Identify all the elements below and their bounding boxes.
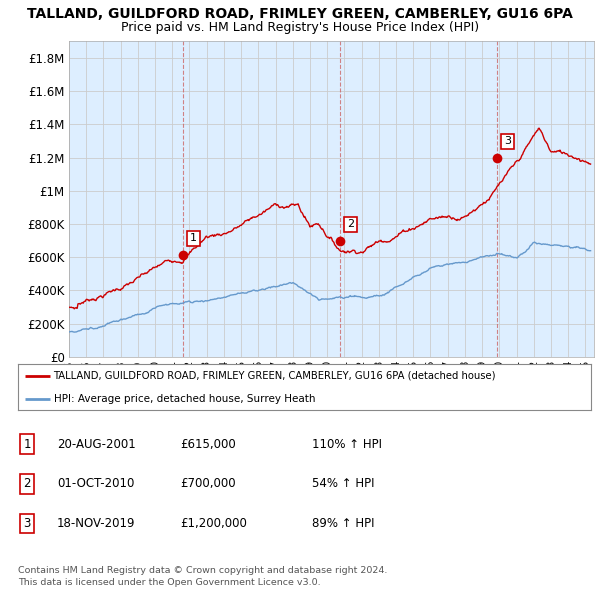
Text: £1,200,000: £1,200,000	[180, 517, 247, 530]
Text: 3: 3	[23, 517, 31, 530]
Text: 18-NOV-2019: 18-NOV-2019	[57, 517, 136, 530]
Text: £700,000: £700,000	[180, 477, 236, 490]
Text: TALLAND, GUILDFORD ROAD, FRIMLEY GREEN, CAMBERLEY, GU16 6PA: TALLAND, GUILDFORD ROAD, FRIMLEY GREEN, …	[27, 7, 573, 21]
Text: 89% ↑ HPI: 89% ↑ HPI	[312, 517, 374, 530]
Text: Price paid vs. HM Land Registry's House Price Index (HPI): Price paid vs. HM Land Registry's House …	[121, 21, 479, 34]
Text: HPI: Average price, detached house, Surrey Heath: HPI: Average price, detached house, Surr…	[53, 394, 315, 404]
Text: 54% ↑ HPI: 54% ↑ HPI	[312, 477, 374, 490]
Text: 01-OCT-2010: 01-OCT-2010	[57, 477, 134, 490]
Text: 2: 2	[23, 477, 31, 490]
Text: £615,000: £615,000	[180, 438, 236, 451]
Text: TALLAND, GUILDFORD ROAD, FRIMLEY GREEN, CAMBERLEY, GU16 6PA (detached house): TALLAND, GUILDFORD ROAD, FRIMLEY GREEN, …	[53, 371, 496, 381]
Text: 1: 1	[23, 438, 31, 451]
Text: 20-AUG-2001: 20-AUG-2001	[57, 438, 136, 451]
Text: Contains HM Land Registry data © Crown copyright and database right 2024.
This d: Contains HM Land Registry data © Crown c…	[18, 566, 388, 587]
Text: 110% ↑ HPI: 110% ↑ HPI	[312, 438, 382, 451]
Text: 1: 1	[190, 234, 197, 244]
Text: 3: 3	[504, 136, 511, 146]
Text: 2: 2	[347, 219, 354, 230]
